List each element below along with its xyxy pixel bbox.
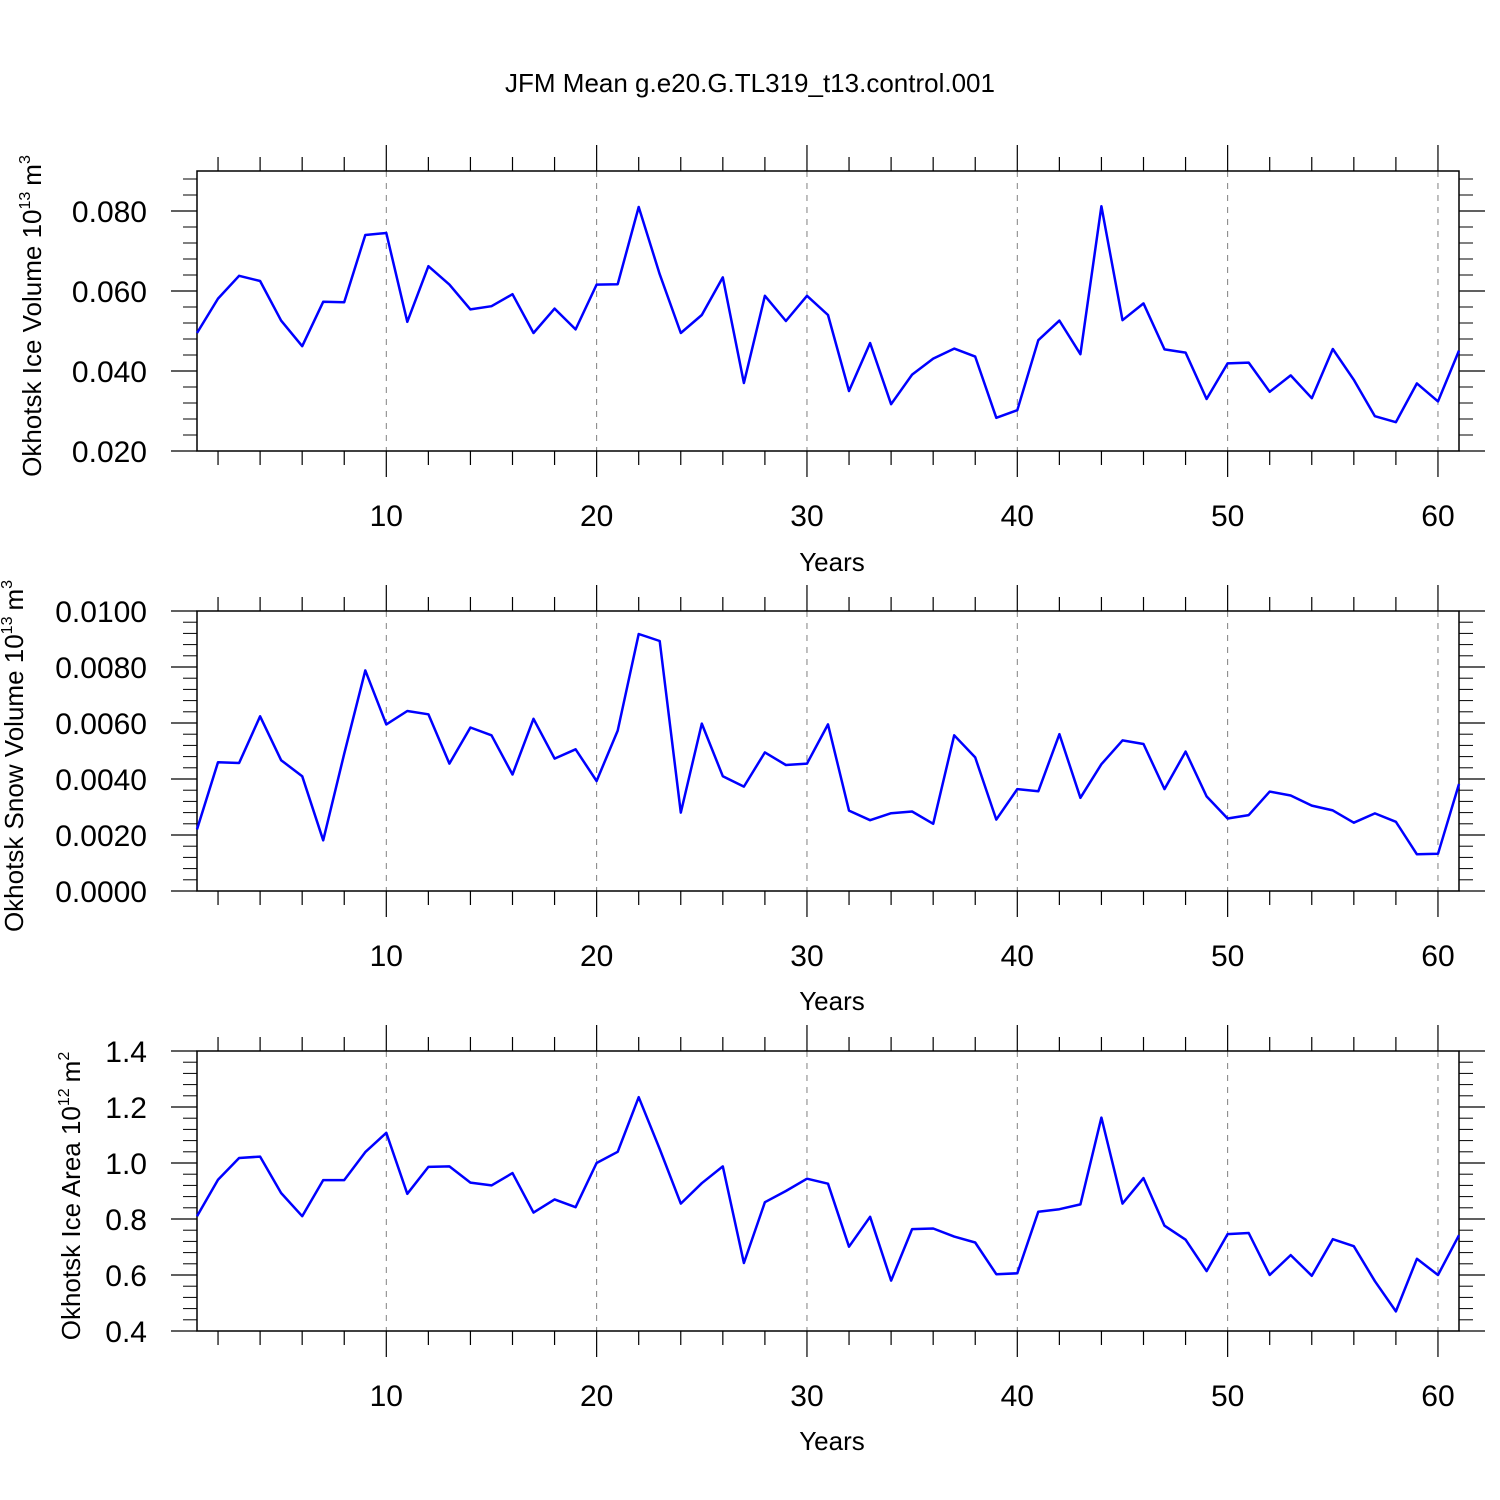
y-axis-title-text: Okhotsk Ice Area 10 <box>56 1106 86 1340</box>
y-axis-title-unit-exponent: 3 <box>0 580 16 589</box>
y-tick-label: 1.0 <box>105 1148 147 1181</box>
panel-ice-volume: 0.020 0.040 0.060 0.080 10 20 30 40 50 60 Years Okh… <box>17 145 1485 577</box>
x-tick-label: 20 <box>580 940 613 973</box>
x-tick-label: 20 <box>580 500 613 533</box>
x-tick-label: 40 <box>1001 940 1034 973</box>
x-tick-label: 40 <box>1001 500 1034 533</box>
x-tick-label: 10 <box>370 500 403 533</box>
y-axis-title-text: Okhotsk Snow Volume 10 <box>0 634 29 932</box>
x-tick-label: 30 <box>790 1380 823 1413</box>
chart-title: JFM Mean g.e20.G.TL319_t13.control.001 <box>505 68 995 98</box>
y-tick-label: 0.0000 <box>55 876 147 909</box>
y-tick-label: 0.0100 <box>55 596 147 629</box>
y-axis-title: Okhotsk Ice Volume 1013 m3 <box>17 155 47 477</box>
y-axis-title-unit: m <box>0 589 29 611</box>
x-tick-label: 60 <box>1421 500 1454 533</box>
y-tick-label: 0.020 <box>72 436 147 469</box>
panel-ice-area: 0.4 0.6 0.8 1.0 1.2 1.4 10 20 30 40 50 60 Years Okhot… <box>56 1025 1485 1456</box>
x-tick-label: 50 <box>1211 500 1244 533</box>
x-axis-title: Years <box>799 547 865 577</box>
x-axis-title: Years <box>799 1426 865 1456</box>
x-tick-label: 10 <box>370 1380 403 1413</box>
x-tick-label: 30 <box>790 500 823 533</box>
y-axis-title-exponent: 13 <box>0 616 16 634</box>
y-axis-title-unit-exponent: 2 <box>56 1052 73 1061</box>
y-axis-title-unit: m <box>17 164 47 186</box>
y-axis-title: Okhotsk Snow Volume 1013 m3 <box>0 580 29 932</box>
series-line-snow-volume <box>195 632 1461 856</box>
y-tick-label: 0.0080 <box>55 652 147 685</box>
x-tick-label: 60 <box>1421 1380 1454 1413</box>
x-tick-label: 50 <box>1211 1380 1244 1413</box>
plot-frame <box>196 610 1460 892</box>
y-tick-label: 0.0020 <box>55 820 147 853</box>
y-axis-title-exponent: 12 <box>56 1088 73 1106</box>
plot-frame <box>196 1050 1460 1332</box>
x-tick-label: 60 <box>1421 940 1454 973</box>
x-axis-title: Years <box>799 986 865 1016</box>
y-tick-label: 0.0040 <box>55 764 147 797</box>
x-tick-label: 40 <box>1001 1380 1034 1413</box>
series-line-ice-area <box>195 1095 1461 1313</box>
y-tick-label: 1.2 <box>105 1092 147 1125</box>
y-tick-label: 0.8 <box>105 1204 147 1237</box>
y-axis-title-exponent: 13 <box>17 192 34 210</box>
x-tick-label: 10 <box>370 940 403 973</box>
y-tick-label: 0.6 <box>105 1260 147 1293</box>
x-tick-label: 30 <box>790 940 823 973</box>
y-tick-label: 0.040 <box>72 356 147 389</box>
x-tick-label: 20 <box>580 1380 613 1413</box>
plot-frame <box>196 170 1460 452</box>
y-axis-title: Okhotsk Ice Area 1012 m2 <box>56 1052 86 1341</box>
y-tick-label: 0.0060 <box>55 708 147 741</box>
panel-snow-volume: 0.0000 0.0020 0.0040 0.0060 0.0080 0.0100 10 20… <box>0 580 1485 1016</box>
y-axis-title-unit-exponent: 3 <box>17 155 34 164</box>
y-tick-label: 1.4 <box>105 1036 147 1069</box>
y-axis-title-text: Okhotsk Ice Volume 10 <box>17 210 47 477</box>
y-tick-label: 0.080 <box>72 196 147 229</box>
y-axis-title-unit: m <box>56 1061 86 1083</box>
series-line-ice-volume <box>195 204 1461 424</box>
y-tick-label: 0.060 <box>72 276 147 309</box>
x-tick-label: 50 <box>1211 940 1244 973</box>
y-tick-label: 0.4 <box>105 1316 147 1349</box>
